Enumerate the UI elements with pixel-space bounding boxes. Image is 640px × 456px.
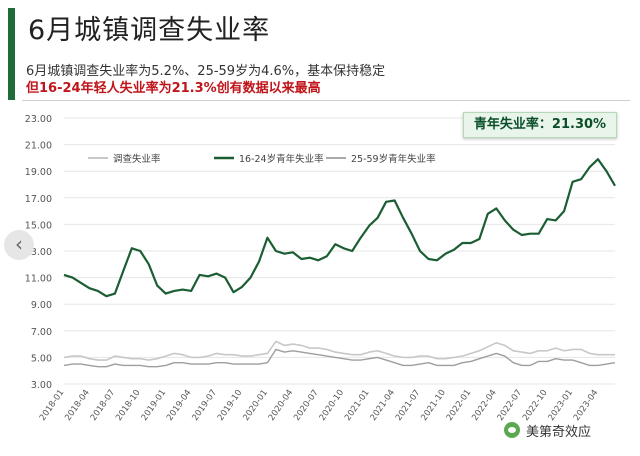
adult-rate-line xyxy=(63,348,616,368)
wechat-icon xyxy=(504,422,520,438)
y-tick-label: 3.00 xyxy=(31,380,52,391)
x-tick-label: 2022-04 xyxy=(470,388,499,423)
x-tick-label: 2022-10 xyxy=(521,388,550,423)
y-tick-label: 23.00 xyxy=(25,114,52,125)
y-tick-label: 17.00 xyxy=(25,194,52,205)
unemployment-line-chart: 3.00 5.00 7.00 9.00 11.00 13.00 15.00 17.00 19.0… xyxy=(25,114,616,423)
accent-bar xyxy=(8,8,15,100)
x-tick-label: 2019-07 xyxy=(190,388,219,423)
x-tick-label: 2020-10 xyxy=(318,388,347,423)
watermark-text: 美第奇效应 xyxy=(526,424,592,440)
y-tick-label: 21.00 xyxy=(25,141,52,152)
y-tick-label: 13.00 xyxy=(25,247,52,258)
legend-label: 16-24岁青年失业率 xyxy=(239,153,324,165)
x-tick-label: 2021-10 xyxy=(419,388,448,423)
x-tick-label: 2021-04 xyxy=(368,388,397,423)
y-tick-label: 7.00 xyxy=(31,327,52,338)
subtitle-highlight: 但16-24年轻人失业率为21.3%创有数据以来最高 xyxy=(26,81,321,96)
legend-label: 25-59岁青年失业率 xyxy=(351,153,436,165)
y-tick-label: 9.00 xyxy=(31,300,52,311)
x-tick-label: 2023-01 xyxy=(547,388,576,423)
youth-rate-callout: 青年失业率：21.30% xyxy=(463,112,617,138)
x-tick-label: 2022-07 xyxy=(496,388,525,423)
chart-legend: 调查失业率 16-24岁青年失业率 25-59岁青年失业率 xyxy=(88,153,436,165)
chart-series xyxy=(63,158,616,368)
y-tick-label: 19.00 xyxy=(25,167,52,178)
y-tick-label: 5.00 xyxy=(31,353,52,364)
x-tick-label: 2018-04 xyxy=(63,388,92,423)
x-tick-label: 2018-07 xyxy=(89,388,118,423)
y-axis-ticks: 3.00 5.00 7.00 9.00 11.00 13.00 15.00 17.00 19.0… xyxy=(25,114,52,391)
x-tick-label: 2020-04 xyxy=(267,388,296,423)
x-tick-label: 2023-04 xyxy=(572,388,601,423)
overall-rate-line xyxy=(63,340,615,361)
x-tick-label: 2021-07 xyxy=(394,388,423,423)
x-tick-label: 2019-01 xyxy=(140,388,169,423)
chevron-left-icon[interactable]: ‹ xyxy=(4,230,34,260)
page-title: 6月城镇调查失业率 xyxy=(28,15,271,46)
y-tick-label: 15.00 xyxy=(25,220,52,231)
x-tick-label: 2021-01 xyxy=(343,388,372,423)
divider xyxy=(22,100,630,101)
x-axis-ticks: 2018-012018-042018-072018-102019-012019-… xyxy=(38,388,601,423)
legend-label: 调查失业率 xyxy=(113,153,161,165)
y-tick-label: 11.00 xyxy=(25,274,52,285)
x-tick-label: 2020-07 xyxy=(292,388,321,423)
x-tick-label: 2019-04 xyxy=(165,388,194,423)
subtitle-stable: 6月城镇调查失业率为5.2%、25-59岁为4.6%，基本保持稳定 xyxy=(26,64,386,79)
x-tick-label: 2018-01 xyxy=(38,388,67,423)
youth-rate-line xyxy=(63,158,616,298)
x-tick-label: 2019-10 xyxy=(216,388,245,423)
x-tick-label: 2020-01 xyxy=(241,388,270,423)
x-tick-label: 2022-01 xyxy=(445,388,474,423)
x-tick-label: 2018-10 xyxy=(114,388,143,423)
watermark: 美第奇效应 xyxy=(504,420,591,440)
